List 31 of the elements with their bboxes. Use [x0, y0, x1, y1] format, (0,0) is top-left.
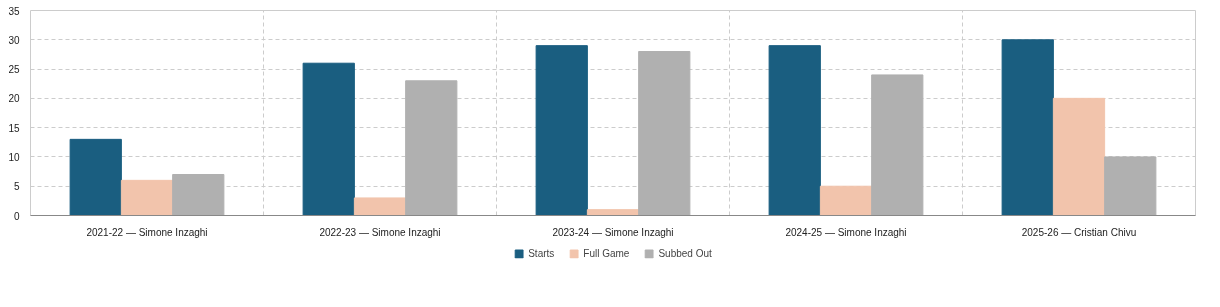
legend-label: Full Game: [583, 247, 630, 259]
bar: [1052, 97, 1106, 216]
bar: [768, 45, 821, 216]
y-tick-label: 30: [8, 34, 20, 46]
y-tick-label: 5: [13, 181, 20, 193]
bar: [586, 209, 640, 216]
legend-label: Subbed Out: [658, 247, 712, 259]
bar: [353, 197, 407, 216]
bar: [120, 179, 174, 216]
x-tick-label: 2025-26 — Cristian Chivu: [1021, 226, 1137, 238]
bar: [1104, 156, 1157, 216]
x-tick-label: 2021-22 — Simone Inzaghi: [86, 226, 208, 238]
y-tick-label: 20: [8, 93, 20, 105]
y-tick-label: 25: [8, 64, 20, 76]
bar: [819, 185, 873, 216]
x-tick-label: 2023-24 — Simone Inzaghi: [552, 226, 674, 238]
bar: [172, 174, 225, 216]
bar: [69, 138, 122, 216]
bar: [1001, 39, 1054, 216]
bar: [638, 51, 691, 216]
bar: [535, 45, 588, 216]
y-tick-label: 35: [8, 5, 20, 17]
x-tick-label: 2022-23 — Simone Inzaghi: [319, 226, 441, 238]
bar: [871, 74, 924, 216]
y-tick-label: 10: [8, 151, 20, 163]
y-tick-label: 0: [13, 210, 20, 222]
bar: [405, 80, 458, 216]
legend-label: Starts: [528, 247, 555, 259]
bar: [302, 62, 355, 216]
x-tick-label: 2024-25 — Simone Inzaghi: [785, 226, 907, 238]
y-tick-label: 15: [8, 122, 20, 134]
